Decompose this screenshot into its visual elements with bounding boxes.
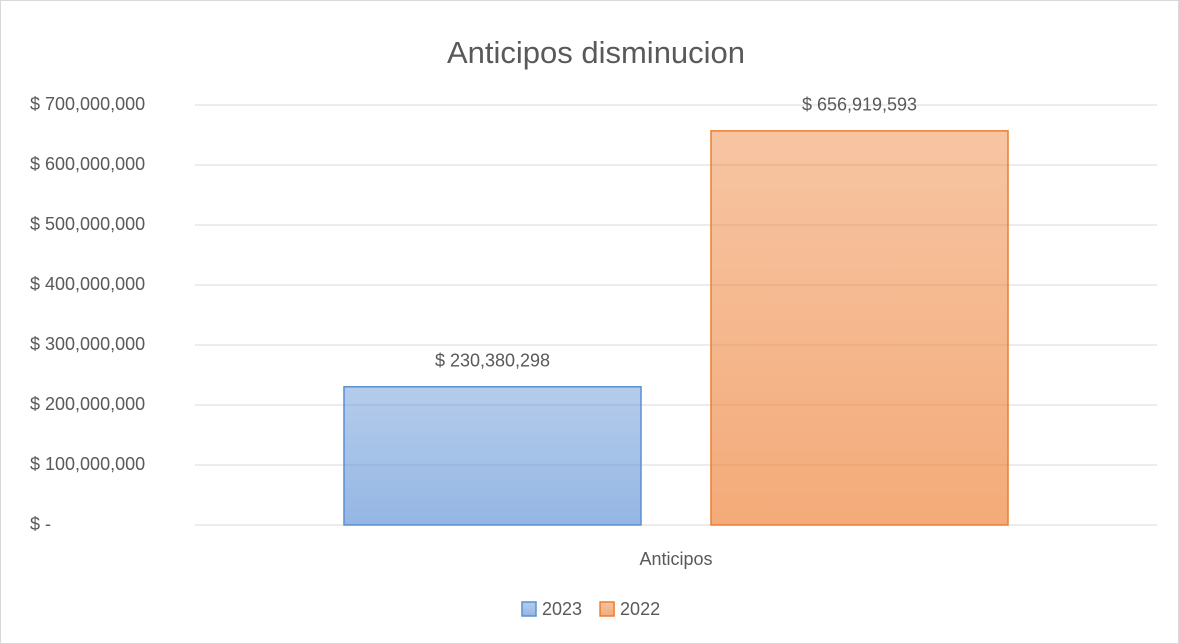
chart-title: Anticipos disminucion — [447, 35, 745, 70]
legend-label: 2022 — [620, 599, 660, 619]
y-tick-label: $ 700,000,000 — [30, 94, 145, 114]
value-label: $ 656,919,593 — [802, 95, 917, 115]
y-tick-label: $ - — [30, 514, 51, 534]
legend-swatch — [599, 601, 615, 617]
y-tick-label: $ 400,000,000 — [30, 274, 145, 294]
value-label: $ 230,380,298 — [435, 351, 550, 371]
y-tick-label: $ 300,000,000 — [30, 334, 145, 354]
bar — [343, 386, 642, 526]
legend-label: 2023 — [542, 599, 582, 619]
y-tick-label: $ 500,000,000 — [30, 214, 145, 234]
y-tick-label: $ 100,000,000 — [30, 454, 145, 474]
bar — [710, 130, 1009, 526]
y-tick-label: $ 600,000,000 — [30, 154, 145, 174]
x-tick-label: Anticipos — [639, 549, 712, 569]
y-tick-label: $ 200,000,000 — [30, 394, 145, 414]
legend-swatch — [521, 601, 537, 617]
